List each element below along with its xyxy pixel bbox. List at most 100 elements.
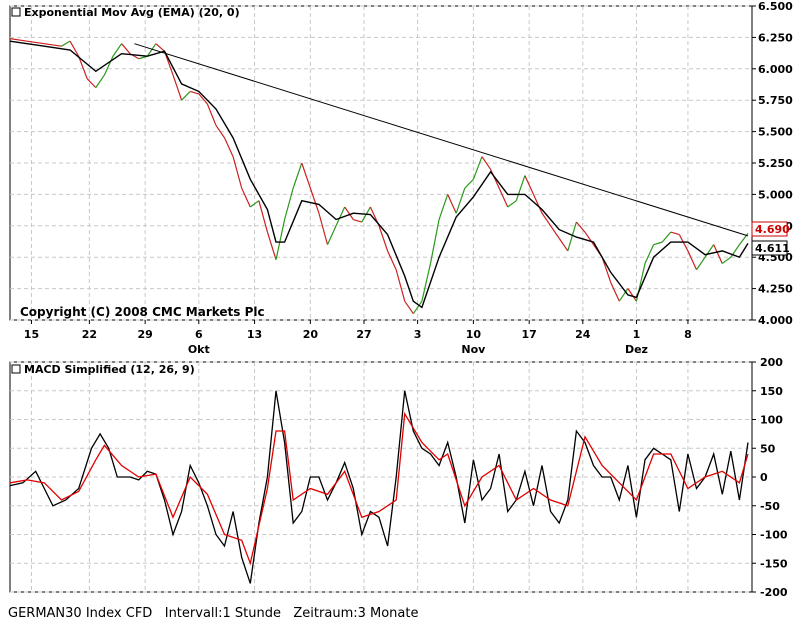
x-axis: 15 22 29 6 13 20 27 3 10 17 24 1 8 Okt Nov Dez (24, 320, 692, 356)
price-segment (223, 137, 234, 157)
copyright-text: Copyright (C) 2008 CMC Markets Plc (20, 305, 265, 319)
price-segment (713, 244, 723, 264)
price-segment (429, 219, 440, 264)
ema-value-box (751, 240, 788, 256)
price-segment (704, 244, 715, 258)
x-tick-label: 1 (633, 328, 641, 341)
macd-grid (10, 361, 752, 593)
x-tick-label: 29 (138, 328, 153, 341)
macd-y-tick-label: 100 (760, 414, 783, 427)
price-segment (284, 187, 294, 220)
ema-panel-title: Exponential Mov Avg (EMA) (20, 0) (24, 6, 240, 19)
ema-panel-toggle-icon[interactable] (11, 7, 21, 17)
price-segment (112, 43, 123, 57)
x-tick-label: 20 (303, 328, 319, 341)
x-tick-label: 17 (522, 328, 537, 341)
price-segment (146, 43, 157, 57)
ema-y-tick-label: 4.250 (758, 283, 793, 296)
current-price-box (751, 221, 788, 237)
x-tick-label: 3 (414, 328, 422, 341)
price-segment (661, 231, 672, 243)
ema-y-tick-label: 4.000 (758, 314, 793, 327)
current-price-label: 4.690 (755, 223, 790, 236)
month-label: Okt (188, 343, 210, 356)
price-segment (309, 187, 320, 214)
month-label: Nov (461, 343, 486, 356)
month-label: Dez (625, 343, 648, 356)
price-segment (86, 78, 97, 89)
price-segment (387, 250, 397, 271)
x-tick-label: 15 (24, 328, 39, 341)
price-segment (353, 218, 363, 223)
price-segment (524, 175, 535, 195)
macd-y-tick-label: 50 (760, 442, 776, 455)
macd-y-tick-label: 150 (760, 385, 783, 398)
price-segment (69, 40, 80, 57)
macd-panel-toggle-icon[interactable] (11, 364, 21, 374)
price-segment (198, 93, 208, 105)
price-segment (532, 194, 543, 214)
ema-series-layer (9, 38, 749, 315)
price-segment (601, 257, 612, 283)
price-segment (421, 263, 432, 302)
price-segment (481, 156, 492, 170)
price-segment (575, 221, 586, 233)
price-segment (344, 206, 354, 220)
price-segment (378, 225, 389, 252)
macd-y-tick-label: -50 (760, 500, 780, 513)
macd-panel-title: MACD Simplified (12, 26, 9) (24, 363, 195, 376)
price-segment (490, 169, 500, 189)
price-segment (241, 187, 251, 208)
price-segment (318, 213, 329, 245)
price-segment (121, 43, 131, 55)
macd-series-layer (9, 390, 749, 584)
price-segment (438, 194, 449, 220)
price-segment (190, 90, 199, 95)
price-segment (249, 200, 260, 208)
price-segment (292, 162, 303, 189)
period-label: Zeitraum:3 Monate (293, 606, 419, 621)
macd-line (9, 390, 749, 584)
price-segment (507, 200, 517, 208)
price-segment (258, 200, 269, 233)
x-tick-label: 13 (247, 328, 262, 341)
price-segment (447, 194, 457, 214)
signal-line (9, 411, 749, 566)
price-segment (103, 55, 114, 76)
price-segment (266, 231, 277, 260)
price-segment (412, 300, 423, 315)
ema-y-tick-label: 5.750 (758, 94, 793, 107)
x-tick-label: 8 (684, 328, 692, 341)
price-segment (721, 256, 732, 264)
price-segment (301, 162, 311, 189)
price-segment (567, 221, 577, 252)
price-segment (558, 238, 569, 252)
price-segment (326, 225, 337, 245)
price-segment (618, 288, 629, 302)
price-segment (206, 103, 217, 126)
ema-y-tick-label: 6.500 (758, 0, 793, 13)
macd-y-tick-label: 200 (760, 356, 783, 369)
price-segment (696, 256, 706, 271)
price-segment (610, 282, 620, 302)
price-segment (472, 156, 483, 180)
ema-value-label: 4.611 (755, 242, 790, 255)
price-segment (275, 219, 286, 260)
price-segment (515, 175, 526, 201)
macd-y-axis: 200 150 100 50 0 -50 -100 -150 -200 (752, 356, 788, 599)
price-segment (181, 90, 191, 101)
price-segment (27, 40, 45, 45)
instrument-name: GERMAN30 Index CFD (8, 606, 153, 621)
price-segment (584, 231, 595, 245)
ema-y-axis: 4.0004.2504.5004.7505.0005.2505.5005.750… (752, 0, 793, 327)
price-segment (627, 288, 637, 302)
price-segment (550, 225, 560, 239)
x-tick-label: 22 (82, 328, 97, 341)
x-tick-label: 27 (356, 328, 371, 341)
macd-y-tick-label: -100 (760, 529, 788, 542)
macd-y-tick-label: -200 (760, 586, 788, 599)
price-segment (215, 124, 226, 139)
price-segment (498, 187, 509, 208)
price-segment (78, 56, 88, 80)
